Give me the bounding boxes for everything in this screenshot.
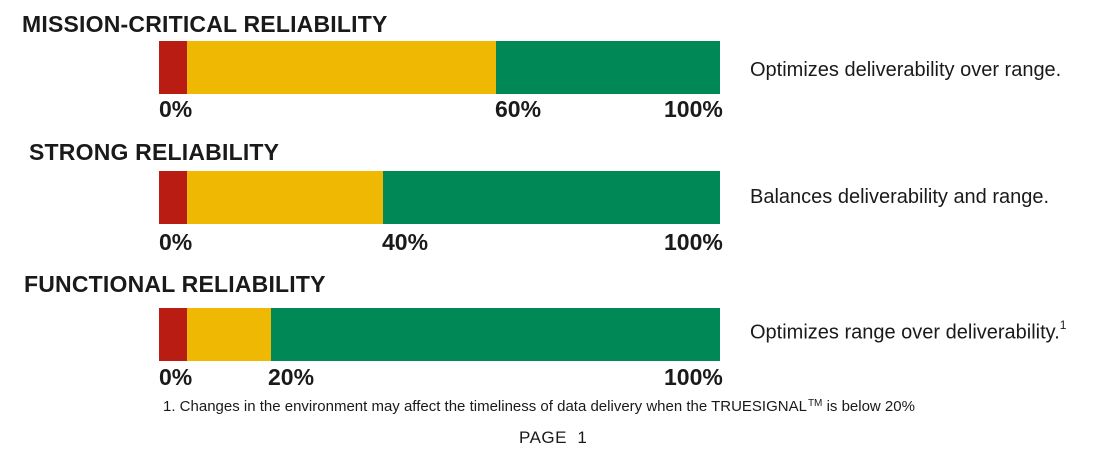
description-strong: Balances deliverability and range. (750, 186, 1049, 209)
bar-segment-yellow (187, 171, 384, 224)
tick-label-0: 0% (159, 96, 193, 122)
chart-title-mission-critical: MISSION-CRITICAL RELIABILITY (22, 11, 388, 37)
chart-title-functional: FUNCTIONAL RELIABILITY (24, 271, 326, 297)
reliability-bar-mission-critical (159, 41, 720, 94)
description-text: Balances deliverability and range. (750, 186, 1050, 208)
bar-segment-yellow (187, 308, 272, 361)
description-functional: Optimizes range over deliverability.1 (750, 318, 1067, 345)
footnote: 1. Changes in the environment may affect… (163, 398, 915, 415)
footnote-text: 1. Changes in the environment may affect… (163, 398, 807, 415)
bar-segment-green (383, 171, 720, 224)
footnote-marker: 1 (1059, 318, 1067, 332)
tick-label-threshold: 60% (495, 96, 542, 122)
description-text: Optimizes range over deliverability. (750, 321, 1060, 344)
chart-title-strong: STRONG RELIABILITY (29, 139, 280, 165)
tick-label-100: 100% (664, 229, 723, 255)
bar-segment-red (159, 308, 188, 361)
description-text: Optimizes deliverability over range. (750, 59, 1062, 81)
page-number: PAGE 1 (519, 428, 588, 447)
tick-label-threshold: 20% (268, 364, 315, 390)
bar-segment-green (495, 41, 720, 94)
tick-label-0: 0% (159, 229, 193, 255)
reliability-bar-functional (159, 308, 720, 361)
description-mission-critical: Optimizes deliverability over range. (750, 59, 1061, 82)
bar-segment-red (159, 41, 188, 94)
footnote-suffix: is below 20% (822, 398, 915, 415)
tick-label-threshold: 40% (382, 229, 429, 255)
bar-segment-green (271, 308, 720, 361)
tick-label-100: 100% (664, 96, 723, 122)
reliability-bar-strong (159, 171, 720, 224)
tick-label-0: 0% (159, 364, 193, 390)
trademark-mark: TM (807, 398, 823, 409)
bar-segment-red (159, 171, 188, 224)
bar-segment-yellow (187, 41, 496, 94)
tick-label-100: 100% (664, 364, 723, 390)
